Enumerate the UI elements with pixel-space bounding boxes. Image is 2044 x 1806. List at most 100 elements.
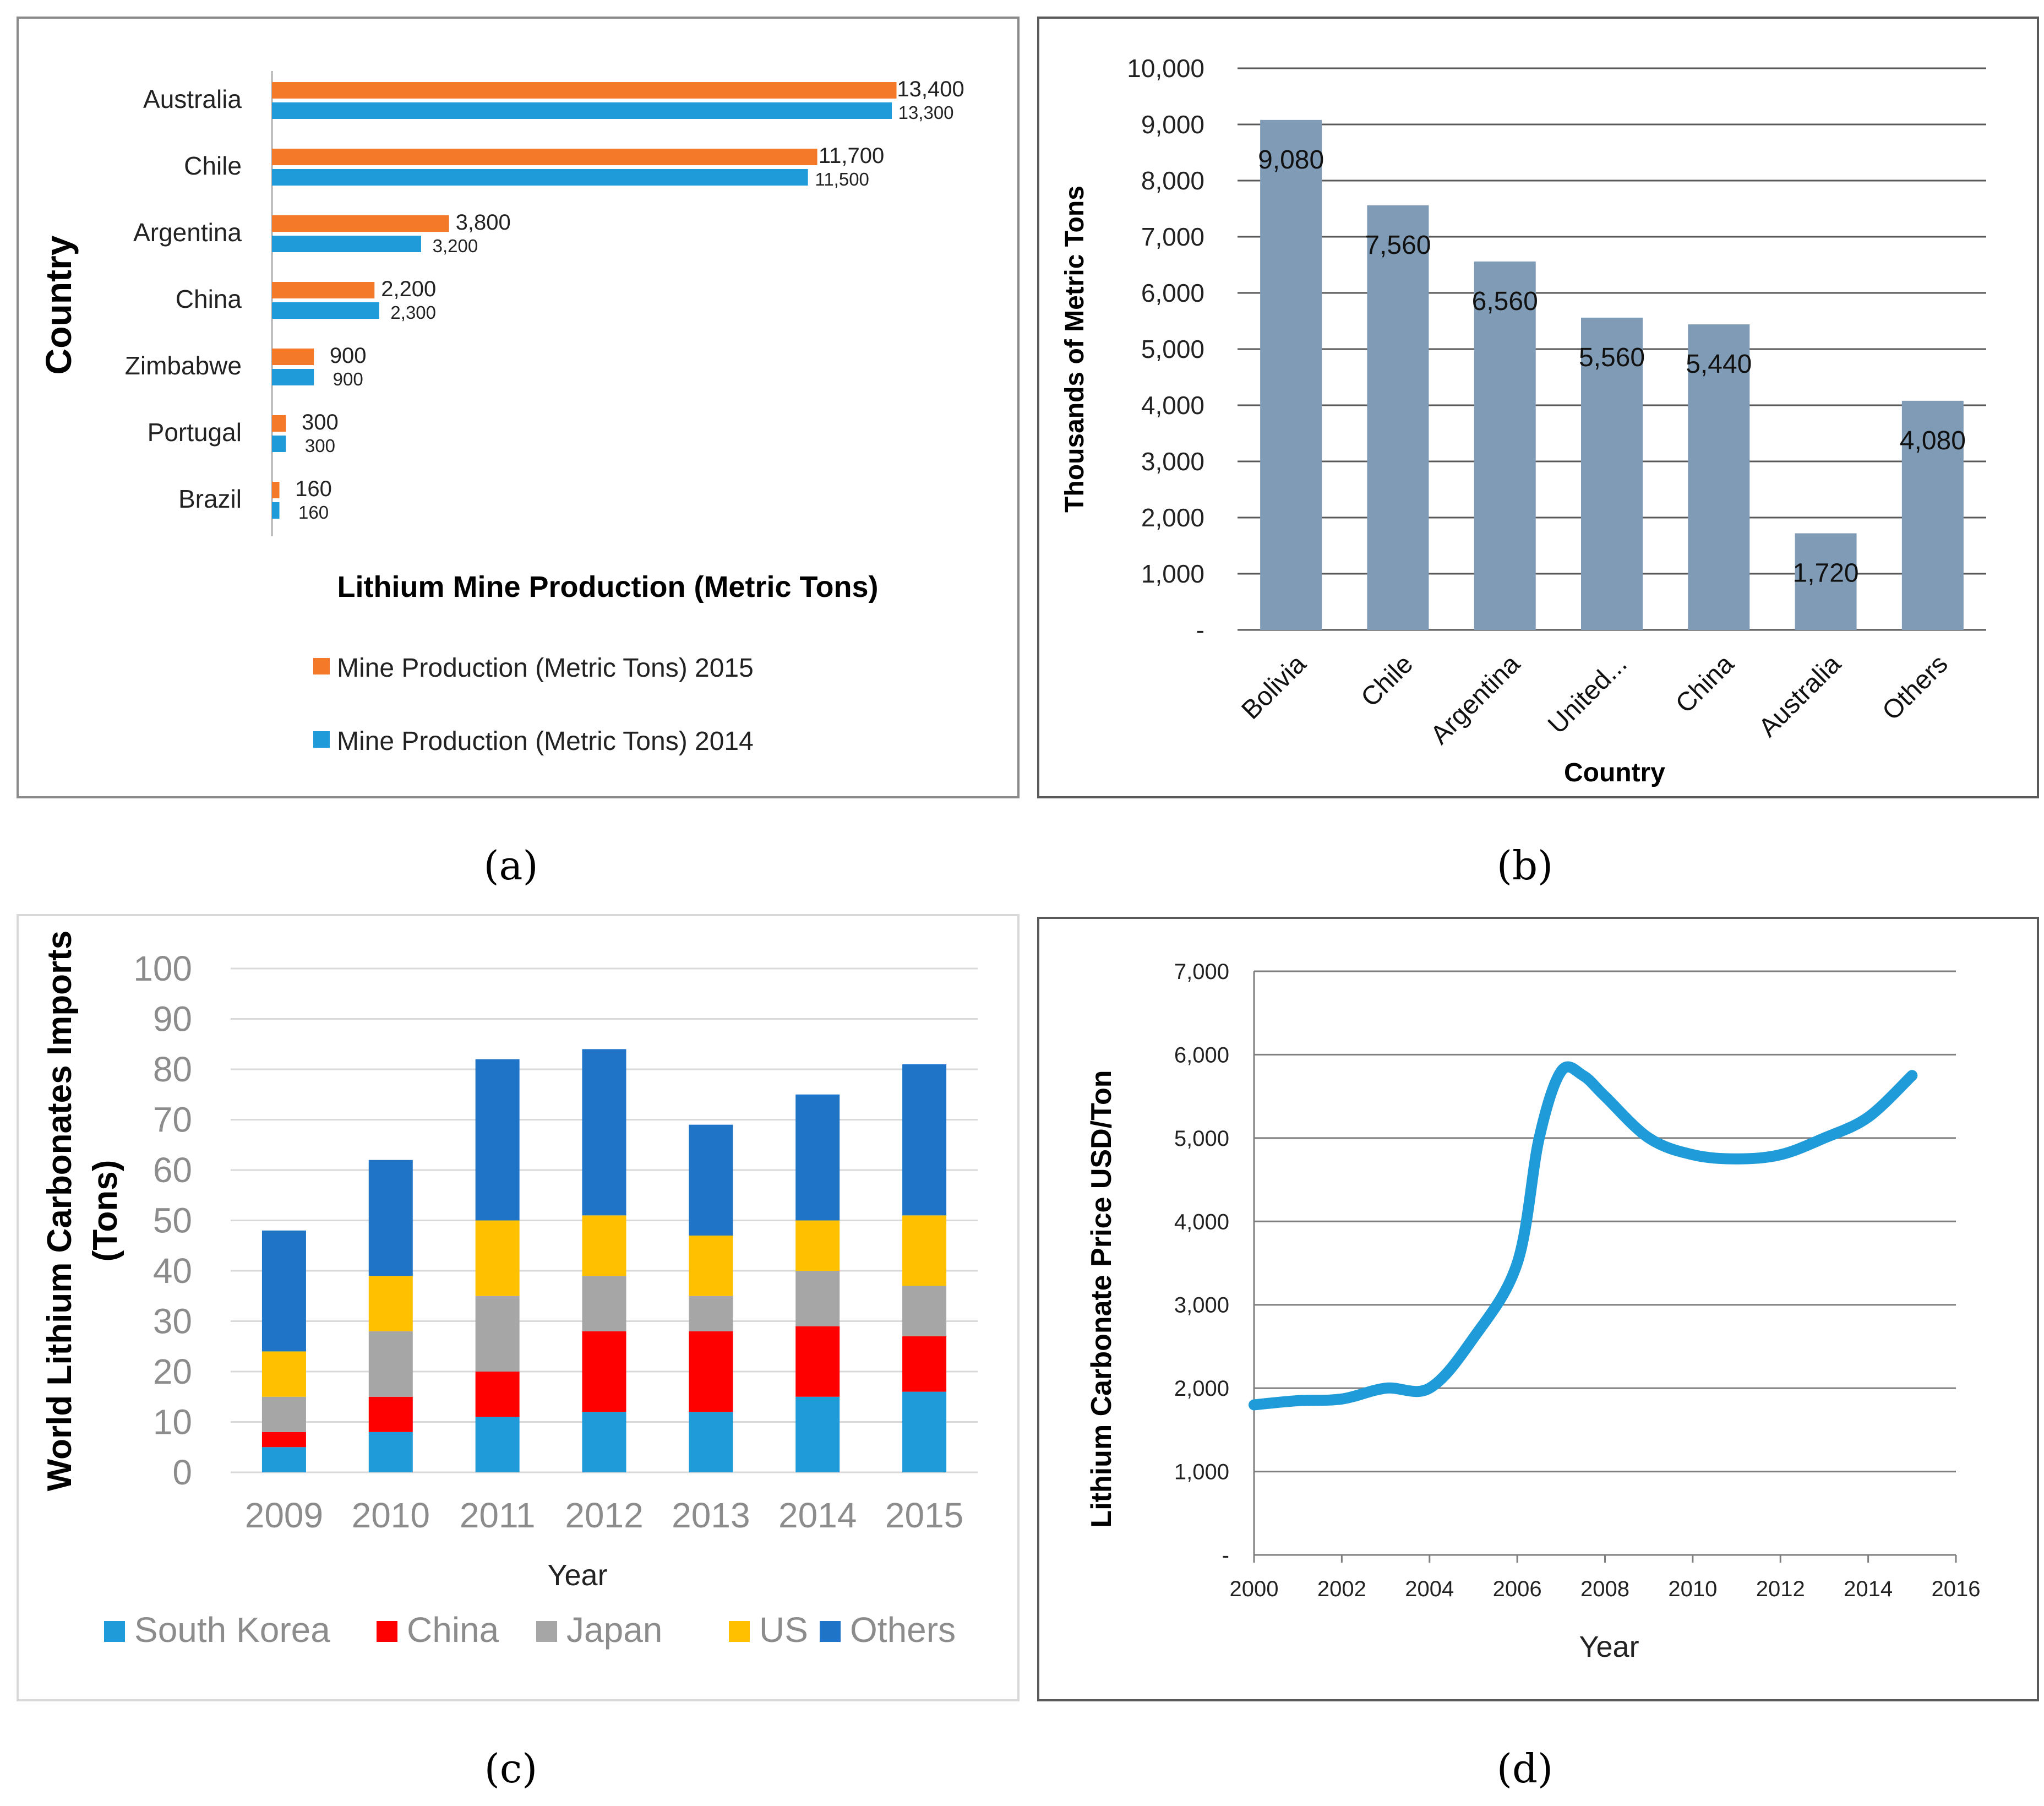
chart-b-panel: - 1,000 2,000 3,000 4,000 5,000 6,000 7,000 8,00… — [1037, 17, 2039, 798]
chart-a-data-label: 160 — [295, 477, 332, 501]
chart-c-ytick: 90 — [153, 999, 192, 1039]
chart-c-bar-segment — [261, 1351, 306, 1397]
chart-c-legend-swatch — [104, 1621, 125, 1642]
chart-d-xtick: 2014 — [1844, 1577, 1893, 1601]
chart-d-xtick: 2004 — [1405, 1577, 1454, 1601]
chart-c-bar-segment — [368, 1396, 413, 1432]
chart-c-ylabel-line2: (Tons) — [86, 1160, 124, 1262]
chart-b-ylabel: Thousands of Metric Tons — [1060, 186, 1089, 513]
chart-b-ytick: 7,000 — [1141, 222, 1204, 251]
chart-c-bar-segment — [475, 1372, 520, 1417]
chart-c-category-label: 2011 — [460, 1495, 536, 1535]
chart-c-category-label: 2013 — [672, 1495, 750, 1535]
chart-c-bar-segment — [795, 1220, 840, 1271]
chart-d-xtick: 2000 — [1230, 1577, 1279, 1601]
chart-c-bar-segment — [795, 1396, 840, 1472]
chart-a-category-label: Brazil — [178, 485, 242, 513]
chart-c-category-label: 2012 — [565, 1495, 643, 1535]
chart-c-bar-segment — [795, 1326, 840, 1397]
chart-c-bar-segment — [689, 1124, 733, 1236]
chart-c-category-label: 2014 — [778, 1495, 857, 1535]
chart-b-category-label: Argentina — [1425, 649, 1526, 750]
chart-b-data-label: 5,560 — [1579, 343, 1645, 372]
chart-a-bar — [272, 502, 280, 519]
chart-a-bar — [272, 169, 808, 186]
chart-c-bar-segment — [261, 1230, 306, 1352]
chart-a-ylabel: Country — [38, 235, 79, 374]
chart-a-category-label: Argentina — [133, 218, 242, 247]
chart-c-bar-segment — [368, 1331, 413, 1397]
chart-b-ytick: 4,000 — [1141, 391, 1204, 420]
chart-c-legend-swatch — [536, 1621, 557, 1642]
chart-b-bar — [1581, 317, 1643, 630]
chart-a-category-label: China — [176, 285, 242, 313]
chart-d-ytick: 2,000 — [1174, 1377, 1229, 1401]
chart-a-data-label: 2,200 — [381, 277, 436, 301]
chart-c-bar-segment — [689, 1235, 733, 1296]
chart-b-xlabel: Country — [1564, 758, 1665, 787]
chart-a-bar — [272, 415, 286, 432]
chart-d-ytick: - — [1222, 1543, 1229, 1568]
chart-c-bar-segment — [368, 1160, 413, 1276]
chart-c-bar-segment — [475, 1059, 520, 1221]
chart-c-bar-segment — [582, 1331, 626, 1412]
chart-c-category-label: 2015 — [885, 1495, 963, 1535]
chart-a-bar — [272, 282, 375, 298]
chart-c-legend-label: Japan — [566, 1610, 662, 1650]
chart-b-data-label: 4,080 — [1900, 426, 1966, 455]
chart-c-legend-label: US — [759, 1610, 808, 1650]
chart-b-ytick: 6,000 — [1141, 279, 1204, 307]
chart-a-category-label: Chile — [184, 151, 242, 180]
chart-c-category-label: 2010 — [352, 1495, 430, 1535]
chart-c-ytick: 0 — [172, 1453, 192, 1492]
chart-a-data-label: 900 — [330, 344, 367, 368]
chart-c-bar-segment — [261, 1447, 306, 1472]
chart-b-ytick: 10,000 — [1127, 54, 1204, 83]
chart-c-bar-segment — [902, 1215, 947, 1286]
chart-c-ytick: 60 — [153, 1150, 192, 1190]
chart-c-bar-segment — [902, 1064, 947, 1216]
chart-c-ytick: 50 — [153, 1201, 192, 1241]
chart-a-data-label: 160 — [298, 502, 329, 523]
chart-c-ytick: 100 — [133, 949, 192, 988]
chart-b-bar — [1901, 400, 1964, 630]
chart-c-bar-segment — [689, 1296, 733, 1331]
chart-b-ytick: 2,000 — [1141, 503, 1204, 532]
chart-c-bar-segment — [368, 1276, 413, 1331]
chart-c-bar-segment — [795, 1094, 840, 1221]
chart-c-svg: 0 10 20 30 40 50 60 70 80 90 100 2009 2010 2011 2012 20… — [41, 931, 978, 1650]
chart-d-ytick: 4,000 — [1174, 1210, 1229, 1234]
chart-a-data-label: 11,500 — [815, 169, 869, 189]
chart-b-category-label: Bolivia — [1236, 649, 1312, 725]
chart-c-bar-segment — [475, 1220, 520, 1296]
chart-a-xlabel: Lithium Mine Production (Metric Tons) — [337, 570, 879, 603]
chart-c-bar-segment — [368, 1432, 413, 1472]
caption-b: (b) — [1496, 842, 1554, 889]
chart-a-data-label: 13,400 — [897, 77, 964, 101]
chart-b-data-label: 5,440 — [1686, 350, 1752, 379]
chart-d-ytick: 3,000 — [1174, 1293, 1229, 1318]
chart-a-category-label: Zimbabwe — [125, 351, 242, 380]
chart-b-ytick: 3,000 — [1141, 447, 1204, 476]
chart-b-ytick: 8,000 — [1141, 166, 1204, 195]
chart-d-ytick: 5,000 — [1174, 1127, 1229, 1151]
chart-a-data-label: 13,300 — [898, 102, 954, 123]
chart-b-ytick: 1,000 — [1141, 559, 1204, 588]
chart-c-bar-segment — [261, 1396, 306, 1432]
chart-a-bar — [272, 215, 449, 232]
caption-c: (c) — [484, 1745, 538, 1792]
chart-d-line-series — [1249, 1061, 1918, 1411]
chart-c-bar-segment — [475, 1417, 520, 1472]
chart-a-data-label: 300 — [302, 410, 339, 434]
chart-a-legend-swatch — [313, 658, 330, 674]
chart-a-data-label: 3,800 — [456, 210, 511, 235]
chart-a-legend-label: Mine Production (Metric Tons) 2014 — [337, 727, 754, 756]
chart-c-bar-segment — [582, 1049, 626, 1216]
chart-c-ylabel-line1: World Lithium Carbonates Imports — [41, 931, 79, 1491]
chart-b-data-label: 9,080 — [1258, 145, 1324, 175]
chart-c-legend-label: Others — [850, 1610, 956, 1650]
chart-c-bar-segment — [689, 1412, 733, 1472]
chart-a-category-label: Australia — [143, 85, 242, 113]
chart-c-bar-segment — [689, 1331, 733, 1412]
chart-a-bar — [272, 436, 286, 452]
